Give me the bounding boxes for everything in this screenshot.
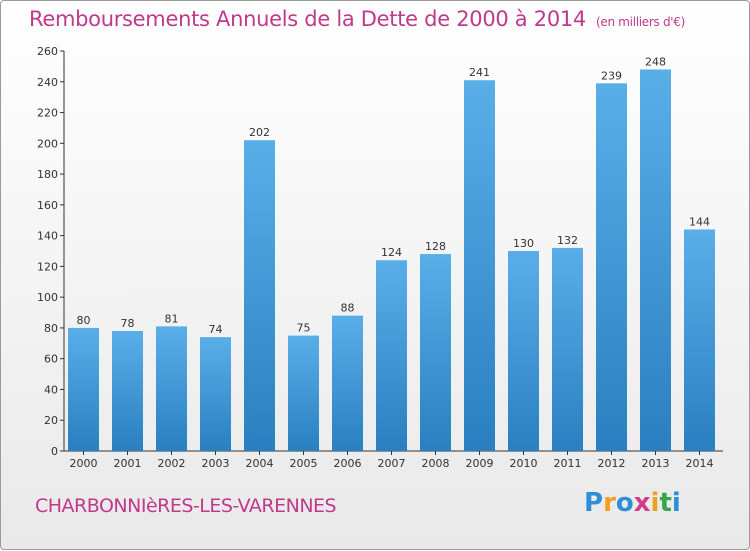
bar-2014 xyxy=(684,229,715,451)
logo-letter: P xyxy=(584,488,604,518)
proxiti-logo[interactable]: Proxiti xyxy=(584,488,681,518)
y-tick-label: 60 xyxy=(44,353,58,366)
x-tick-label: 2007 xyxy=(378,457,406,470)
logo-letter: i xyxy=(650,488,660,518)
y-tick-label: 140 xyxy=(37,230,58,243)
chart-title: Remboursements Annuels de la Dette de 20… xyxy=(29,7,685,31)
y-tick-label: 120 xyxy=(37,260,58,273)
x-tick-label: 2004 xyxy=(246,457,274,470)
chart-unit: (en milliers d'€) xyxy=(596,15,686,29)
y-tick-label: 40 xyxy=(44,383,58,396)
bar-2003 xyxy=(200,337,231,451)
x-axis: 2000 2001 2002 2003 2004 2005 2006 2007 2008 2009… xyxy=(64,450,723,470)
y-tick-label: 20 xyxy=(44,414,58,427)
y-tick-label: 260 xyxy=(37,45,58,58)
bar-2010 xyxy=(508,251,539,451)
x-tick-label: 2014 xyxy=(686,457,714,470)
bar-value-label: 78 xyxy=(121,317,135,330)
y-tick-label: 160 xyxy=(37,199,58,212)
bar-2009 xyxy=(464,80,495,451)
bar-value-label: 124 xyxy=(381,246,402,259)
bar-value-label: 132 xyxy=(557,234,578,247)
y-tick-label: 240 xyxy=(37,76,58,89)
x-tick-label: 2005 xyxy=(290,457,318,470)
y-tick-label: 100 xyxy=(37,291,58,304)
bar-value-label: 88 xyxy=(341,302,355,315)
bar-2008 xyxy=(420,254,451,451)
logo-letter: o xyxy=(615,488,634,518)
x-tick-label: 2002 xyxy=(158,457,186,470)
bar-2004 xyxy=(244,140,275,451)
bar-value-label: 248 xyxy=(645,55,666,68)
x-tick-label: 2008 xyxy=(422,457,450,470)
y-tick-label: 80 xyxy=(44,322,58,335)
bar-value-label: 144 xyxy=(689,215,710,228)
bar-2000 xyxy=(68,327,99,451)
x-tick-label: 2003 xyxy=(202,457,230,470)
bar-value-label: 130 xyxy=(513,237,534,250)
y-axis: 0 20 40 60 80 100 120 140 160 180 200 220 240 260 xyxy=(37,45,65,458)
logo-letter: t xyxy=(659,488,672,518)
bar-value-label: 202 xyxy=(249,126,270,139)
bar-2012 xyxy=(596,83,627,452)
bar-value-label: 81 xyxy=(165,312,179,325)
commune-name: CHARBONNIèRES-LES-VARENNES xyxy=(35,495,337,517)
x-tick-label: 2012 xyxy=(598,457,626,470)
x-tick-label: 2000 xyxy=(70,457,98,470)
bar-value-label: 239 xyxy=(601,69,622,82)
bar-2005 xyxy=(288,335,319,451)
x-tick-label: 2006 xyxy=(334,457,362,470)
chart-title-text: Remboursements Annuels de la Dette de 20… xyxy=(29,7,586,31)
logo-letter: i xyxy=(671,488,681,518)
bar-2011 xyxy=(552,247,583,451)
y-tick-label: 180 xyxy=(37,168,58,181)
x-tick-label: 2001 xyxy=(114,457,142,470)
x-tick-label: 2010 xyxy=(510,457,538,470)
logo-letter: x xyxy=(633,488,651,518)
bar-value-label: 128 xyxy=(425,240,446,253)
bar-value-label: 75 xyxy=(297,322,311,335)
bar-2013 xyxy=(640,69,671,451)
x-tick-label: 2013 xyxy=(642,457,670,470)
bar-value-label: 241 xyxy=(469,66,490,79)
bar-value-label: 80 xyxy=(77,314,91,327)
y-tick-label: 200 xyxy=(37,137,58,150)
x-tick-label: 2011 xyxy=(554,457,582,470)
bars: 80 78 81 74 202 75 88 124 128 241 130 132 239 248 144 xyxy=(68,55,715,452)
x-tick-label: 2009 xyxy=(466,457,494,470)
bar-value-label: 74 xyxy=(209,323,223,336)
y-tick-label: 220 xyxy=(37,107,58,120)
logo-letter: r xyxy=(603,488,616,518)
bar-2007 xyxy=(376,260,407,451)
bar-2006 xyxy=(332,315,363,451)
y-tick-label: 0 xyxy=(51,445,58,458)
bar-2002 xyxy=(156,326,187,451)
bar-2001 xyxy=(112,331,143,451)
